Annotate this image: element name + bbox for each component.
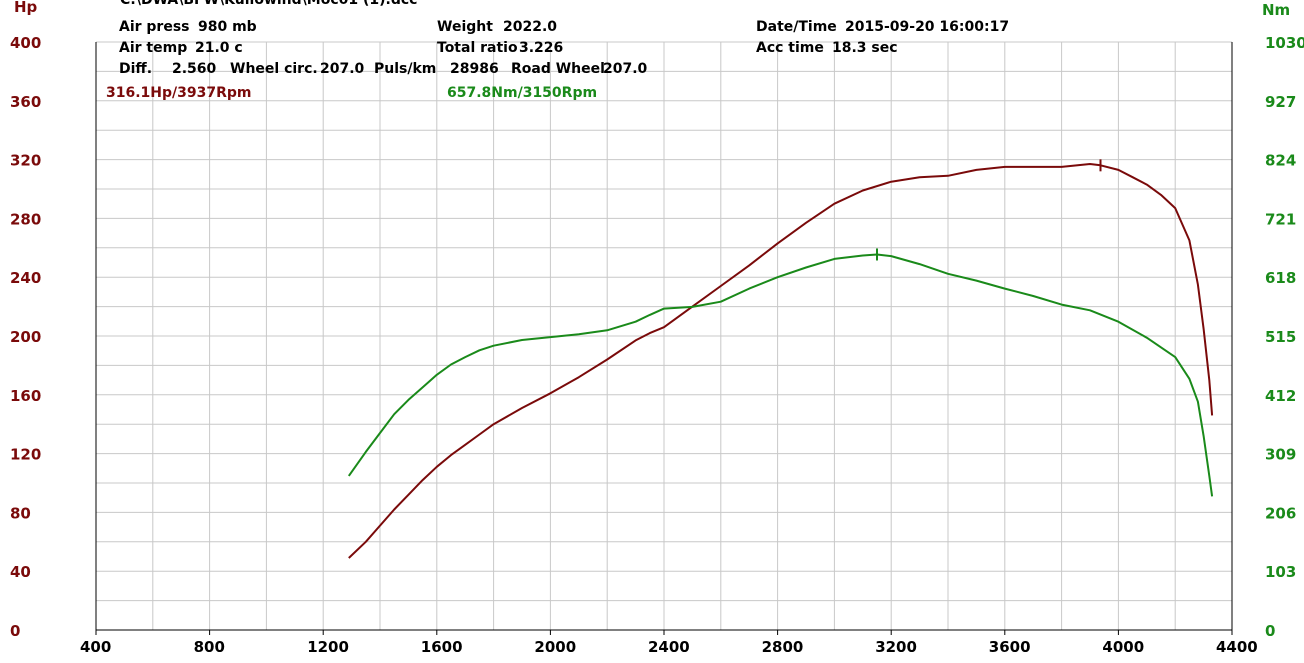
puls-value: 28986 [450,61,499,77]
right-y-tick-label: 721 [1265,210,1296,228]
air-press-value: 980 mb [198,19,257,35]
total-ratio-label: Total ratio [437,40,518,56]
peak-torque-label: 657.8Nm/3150Rpm [447,85,597,101]
x-tick-label: 1600 [421,638,463,656]
peak-hp-label: 316.1Hp/3937Rpm [106,85,252,101]
acc-time-value: 18.3 sec [832,40,898,56]
datetime-label: Date/Time [756,19,837,35]
air-temp-value: 21.0 c [195,40,243,56]
datetime-value: 2015-09-20 16:00:17 [845,19,1009,35]
file-title: C:\DWA\BFW\Kullowlnd\Moc01 (1).dcc [120,0,417,8]
diff-value: 2.560 [172,61,217,77]
right-y-tick-label: 412 [1265,387,1296,405]
axes [95,42,1233,635]
air-press-label: Air press [119,19,190,35]
left-y-tick-label: 160 [10,387,41,405]
series-line-hp [348,163,1214,559]
air-temp-label: Air temp [119,40,187,56]
wheel-circ-value: 207.0 [320,61,365,77]
road-wheel-value: 207.0 [603,61,648,77]
total-ratio-value: 3.226 [519,40,563,56]
acc-time-label: Acc time [756,40,824,56]
tick-labels: 400 800 1200 1600 2000 2400 2800 3200 3600 4000 44… [10,34,1304,656]
left-y-tick-label: 360 [10,93,41,111]
weight-label: Weight [437,19,493,35]
x-tick-label: 2800 [762,638,804,656]
x-tick-label: 4000 [1102,638,1144,656]
x-tick-label: 4400 [1216,638,1258,656]
right-y-tick-label: 618 [1265,269,1296,287]
series-line-nm [347,253,1214,497]
x-tick-label: 1200 [307,638,349,656]
left-y-tick-label: 0 [10,622,20,640]
right-axis-unit: Nm [1262,1,1290,19]
weight-value: 2022.0 [503,19,557,35]
x-tick-label: 3600 [989,638,1031,656]
left-y-tick-label: 120 [10,446,41,464]
x-tick-label: 2000 [534,638,576,656]
left-y-tick-label: 280 [10,210,41,228]
right-y-tick-label: 927 [1265,93,1296,111]
left-y-tick-label: 400 [10,34,41,52]
right-y-tick-label: 206 [1265,504,1296,522]
right-y-tick-label: 103 [1265,563,1296,581]
puls-label: Puls/km [374,61,436,77]
right-y-tick-label: 309 [1265,446,1296,464]
right-y-tick-label: 824 [1265,152,1296,170]
road-wheel-label: Road Wheel [511,61,605,77]
x-tick-label: 2400 [648,638,690,656]
x-tick-label: 800 [194,638,225,656]
right-y-tick-label: 1030 [1265,34,1304,52]
left-y-tick-label: 40 [10,563,31,581]
x-tick-label: 3200 [875,638,917,656]
left-y-tick-label: 80 [10,504,31,522]
right-y-tick-label: 0 [1265,622,1275,640]
wheel-circ-label: Wheel circ. [230,61,318,77]
right-y-tick-label: 515 [1265,328,1296,346]
left-axis-unit: Hp [14,0,38,16]
left-y-tick-label: 200 [10,328,41,346]
series-lines [347,159,1214,559]
left-y-tick-label: 320 [10,152,41,170]
diff-label: Diff. [119,61,152,77]
left-y-tick-label: 240 [10,269,41,287]
x-tick-label: 400 [80,638,111,656]
grid [95,41,1233,631]
